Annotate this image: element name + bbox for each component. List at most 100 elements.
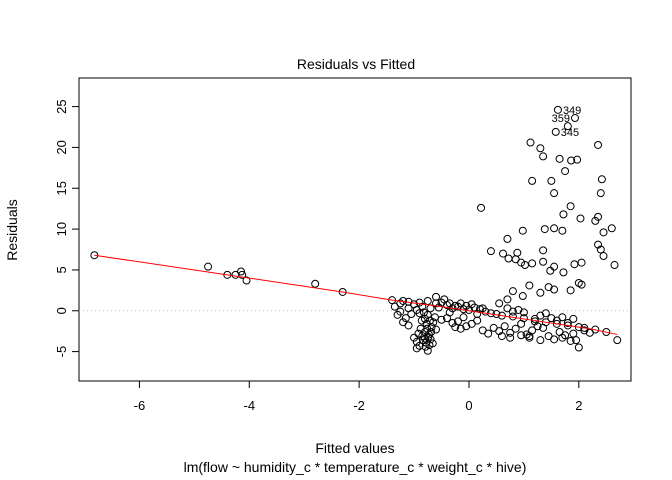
data-point — [577, 280, 586, 289]
data-point — [238, 270, 247, 279]
data-point — [517, 319, 526, 328]
data-point — [558, 333, 567, 342]
data-point — [550, 262, 559, 271]
data-point — [423, 346, 432, 355]
data-point — [607, 224, 616, 233]
data-point — [478, 304, 487, 313]
data-point — [412, 344, 421, 353]
data-point — [517, 331, 526, 340]
data-point — [558, 226, 567, 235]
data-point — [448, 319, 457, 328]
data-point — [599, 228, 608, 237]
data-point — [550, 224, 559, 233]
data-point — [518, 226, 527, 235]
data-point — [591, 216, 600, 225]
data-point — [563, 122, 572, 131]
x-tick-label: -4 — [243, 398, 255, 413]
point-label: 359 — [552, 113, 570, 125]
data-point — [558, 313, 567, 322]
data-point — [90, 251, 99, 260]
data-point — [539, 323, 548, 332]
data-point — [440, 295, 449, 304]
data-point — [570, 114, 579, 123]
data-point — [311, 279, 320, 288]
data-point — [473, 310, 482, 319]
data-point — [237, 267, 246, 276]
data-point — [540, 225, 549, 234]
data-point — [506, 333, 515, 342]
data-point — [566, 202, 575, 211]
data-point — [434, 303, 443, 312]
data-point — [396, 299, 405, 308]
y-tick-label: 20 — [54, 140, 69, 154]
data-point — [566, 286, 575, 295]
data-point — [539, 246, 548, 255]
data-point — [536, 311, 545, 320]
y-tick-label: -5 — [54, 346, 69, 358]
data-point — [486, 247, 495, 256]
data-point — [610, 261, 619, 270]
y-axis-title: Residuals — [4, 199, 20, 260]
data-point — [550, 285, 559, 294]
data-point — [585, 328, 594, 337]
x-tick-label: -6 — [134, 398, 146, 413]
data-point — [428, 339, 437, 348]
data-point — [514, 305, 523, 314]
data-point — [518, 292, 527, 301]
data-point — [536, 144, 545, 153]
data-point — [539, 257, 548, 266]
data-point — [536, 336, 545, 345]
data-point — [410, 333, 419, 342]
data-point — [563, 321, 572, 330]
point-label: 349 — [563, 105, 581, 117]
data-point — [401, 314, 410, 323]
y-tick-label: 5 — [54, 266, 69, 273]
data-point — [555, 154, 564, 163]
data-point — [576, 214, 585, 223]
data-point — [526, 138, 535, 147]
data-point — [462, 322, 471, 331]
data-point — [569, 329, 578, 338]
data-point — [559, 210, 568, 219]
data-point — [552, 319, 561, 328]
data-point — [451, 323, 460, 332]
smooth-line-group — [94, 254, 618, 335]
data-point — [547, 314, 556, 323]
x-tick-label: 0 — [465, 398, 472, 413]
data-point — [508, 287, 517, 296]
data-point — [580, 323, 589, 332]
data-point — [528, 176, 537, 185]
data-point — [580, 326, 589, 335]
data-point — [506, 328, 515, 337]
data-point — [456, 299, 465, 308]
y-tick-label: 10 — [54, 222, 69, 236]
data-point — [596, 189, 605, 198]
data-point — [242, 276, 251, 285]
data-point — [528, 259, 537, 268]
data-point — [536, 288, 545, 297]
x-tick-label: 2 — [575, 398, 582, 413]
data-point — [495, 327, 504, 336]
data-point — [561, 167, 570, 176]
data-point — [462, 301, 471, 310]
data-point — [432, 325, 441, 334]
chart-title: Residuals vs Fitted — [297, 56, 415, 72]
data-point — [417, 316, 426, 325]
data-point — [445, 299, 454, 308]
data-point — [596, 245, 605, 254]
data-point — [577, 258, 586, 267]
data-point — [415, 309, 424, 318]
data-point — [497, 332, 506, 341]
data-point — [404, 304, 413, 313]
data-point — [511, 324, 520, 333]
data-point — [594, 212, 603, 221]
data-point — [503, 295, 512, 304]
data-point — [499, 249, 508, 258]
data-point — [445, 308, 454, 317]
data-point — [525, 281, 534, 290]
data-point — [533, 322, 542, 331]
data-point — [421, 334, 430, 343]
data-point — [497, 311, 506, 320]
data-point — [602, 327, 611, 336]
data-point — [573, 155, 582, 164]
